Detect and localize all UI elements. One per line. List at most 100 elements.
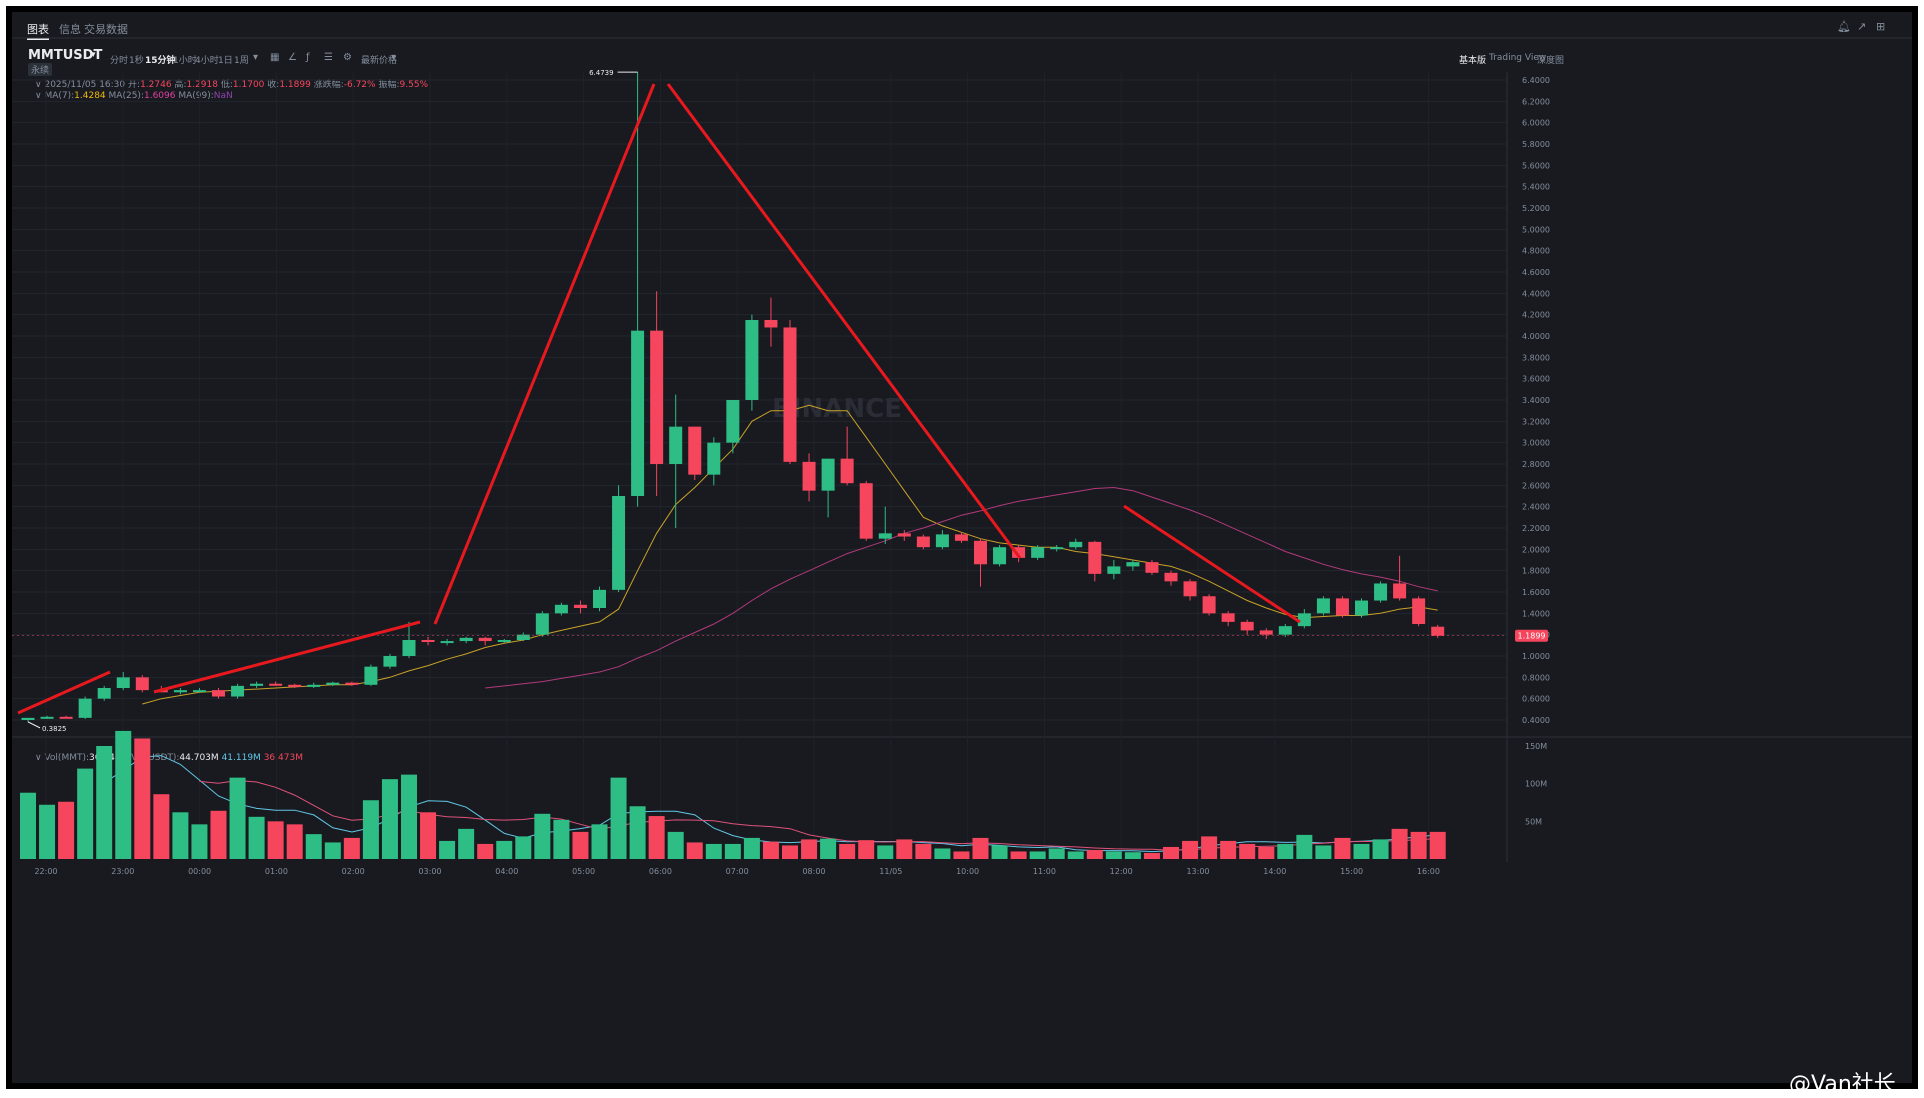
candle-body bbox=[935, 534, 949, 548]
ohlc-close-label: 收: bbox=[267, 80, 280, 90]
volume-bar bbox=[1296, 834, 1313, 859]
candle-body bbox=[954, 534, 968, 541]
tab-trade-data[interactable]: 交易数据 bbox=[84, 23, 128, 36]
candle-body bbox=[1297, 613, 1311, 627]
annotation-trend-line bbox=[17, 670, 111, 715]
price-tick-label: 6.4000 bbox=[1522, 76, 1550, 85]
candle-body bbox=[478, 637, 492, 642]
interval-1s[interactable]: 1秒 bbox=[129, 56, 144, 66]
candle-body bbox=[173, 690, 187, 693]
candle-body bbox=[726, 400, 740, 443]
active-tab-indicator bbox=[27, 38, 49, 40]
candle-body bbox=[345, 682, 359, 685]
volume-bar bbox=[1086, 849, 1103, 859]
candle-body bbox=[897, 533, 911, 537]
interval-15m[interactable]: 15分钟 bbox=[145, 56, 176, 66]
time-tick-label: 23:00 bbox=[111, 867, 134, 876]
candle-body bbox=[250, 683, 264, 686]
interval-time[interactable]: 分时 bbox=[110, 56, 129, 66]
volume-bar bbox=[629, 806, 646, 859]
price-type-select[interactable]: 最新价格 bbox=[361, 56, 398, 66]
price-tick-label: 4.0000 bbox=[1522, 332, 1550, 341]
volume-bar bbox=[1124, 852, 1141, 859]
calendar-icon[interactable]: ▦ bbox=[270, 52, 280, 63]
settings-list-icon[interactable]: ☰ bbox=[324, 52, 333, 63]
tab-chart[interactable]: 图表 bbox=[27, 23, 49, 36]
interval-1d[interactable]: 1日 bbox=[218, 56, 233, 66]
candle-body bbox=[212, 690, 225, 697]
candle-body bbox=[1107, 566, 1121, 574]
ma25-label: MA(25): bbox=[108, 91, 144, 101]
gear-icon[interactable]: ⚙ bbox=[343, 52, 352, 63]
volume-bar bbox=[286, 824, 303, 859]
time-tick-label: 16:00 bbox=[1417, 867, 1440, 876]
tab-info[interactable]: 信息 bbox=[59, 23, 81, 36]
current-price-label: 1.1899 bbox=[1518, 632, 1546, 641]
legend-collapse-icon[interactable]: ∨ bbox=[35, 80, 42, 90]
candle-body bbox=[612, 496, 626, 590]
candle-body bbox=[535, 613, 549, 635]
volume-bar bbox=[648, 816, 665, 859]
volume-bar bbox=[591, 824, 608, 859]
draw-icon[interactable]: ↗ bbox=[1857, 20, 1867, 33]
view-depth[interactable]: 深度图 bbox=[1537, 56, 1565, 66]
volume-bar bbox=[1182, 840, 1199, 859]
time-axis: 22:00 23:00 00:00 01:00 02:00 03:00 04:00 05:00… bbox=[34, 867, 1439, 876]
view-tradingview[interactable]: Trading View bbox=[1489, 53, 1547, 63]
candle-body bbox=[1335, 598, 1349, 616]
volume-bar bbox=[820, 838, 837, 859]
ohlc-close: 1.1899 bbox=[279, 80, 311, 90]
candle-body bbox=[78, 698, 92, 718]
layout-grid-icon[interactable]: ⊞ bbox=[1876, 20, 1886, 33]
price-tick-label: 1.6000 bbox=[1522, 588, 1550, 597]
candle-body bbox=[974, 540, 987, 565]
candle-body bbox=[1126, 562, 1140, 567]
candles bbox=[21, 72, 1445, 722]
symbol-dropdown-icon[interactable]: ▾ bbox=[91, 50, 96, 60]
candlestick-chart[interactable]: BINANCE 6.40006.20006.00005.80005.60005.… bbox=[12, 12, 1912, 1083]
bell-icon[interactable]: 🔔︎ bbox=[1837, 20, 1851, 33]
volume-bar bbox=[1201, 836, 1218, 859]
vol-usdt-label: Vol(USDT): bbox=[131, 753, 180, 763]
volume-bar bbox=[534, 813, 551, 859]
candle-body bbox=[269, 683, 283, 686]
candle-body bbox=[650, 330, 664, 464]
volume-bar bbox=[191, 824, 208, 859]
vol-collapse-icon[interactable]: ∨ bbox=[35, 753, 42, 763]
ma7-label: MA(7): bbox=[44, 91, 75, 101]
volume-bar bbox=[801, 839, 818, 859]
candle-body bbox=[1412, 598, 1426, 624]
time-tick-label: 13:00 bbox=[1186, 867, 1209, 876]
price-tick-label: 2.4000 bbox=[1522, 503, 1550, 512]
interval-4h[interactable]: 4小时 bbox=[195, 56, 219, 66]
ma-collapse-icon[interactable]: ∨ bbox=[35, 91, 42, 101]
interval-1w[interactable]: 1周 bbox=[234, 56, 249, 66]
vol-ma2: 36.473M bbox=[263, 753, 303, 763]
candle-body bbox=[1088, 541, 1102, 574]
volume-bar bbox=[96, 746, 113, 859]
candle-body bbox=[840, 458, 854, 484]
candle-body bbox=[1183, 581, 1197, 597]
price-type-dropdown-icon[interactable]: ▾ bbox=[391, 52, 397, 63]
indicator-icon[interactable]: ∠ bbox=[288, 52, 297, 63]
ohlc-low: 1.1700 bbox=[232, 80, 265, 90]
symbol-name[interactable]: MMTUSDT bbox=[28, 48, 103, 63]
candle-body bbox=[1316, 598, 1330, 614]
volume-bar bbox=[362, 800, 379, 859]
candle-body bbox=[745, 320, 759, 400]
volume-bar bbox=[1239, 843, 1256, 859]
interval-1h[interactable]: 1小时 bbox=[173, 56, 197, 66]
view-basic[interactable]: 基本版 bbox=[1459, 56, 1487, 66]
interval-more-icon[interactable]: ▾ bbox=[253, 52, 259, 63]
compare-icon[interactable]: ƒ bbox=[306, 52, 310, 63]
candle-body bbox=[573, 604, 587, 608]
price-tick-label: 4.6000 bbox=[1522, 268, 1550, 277]
price-tick-label: 0.8000 bbox=[1522, 673, 1550, 682]
volume-bar bbox=[1334, 837, 1351, 859]
volume-bar bbox=[439, 840, 456, 859]
candle-body bbox=[1202, 596, 1216, 614]
price-tick-label: 2.2000 bbox=[1522, 524, 1550, 533]
candle-body bbox=[1393, 583, 1407, 599]
volume-bar bbox=[134, 738, 151, 859]
volume-bar bbox=[782, 845, 798, 859]
